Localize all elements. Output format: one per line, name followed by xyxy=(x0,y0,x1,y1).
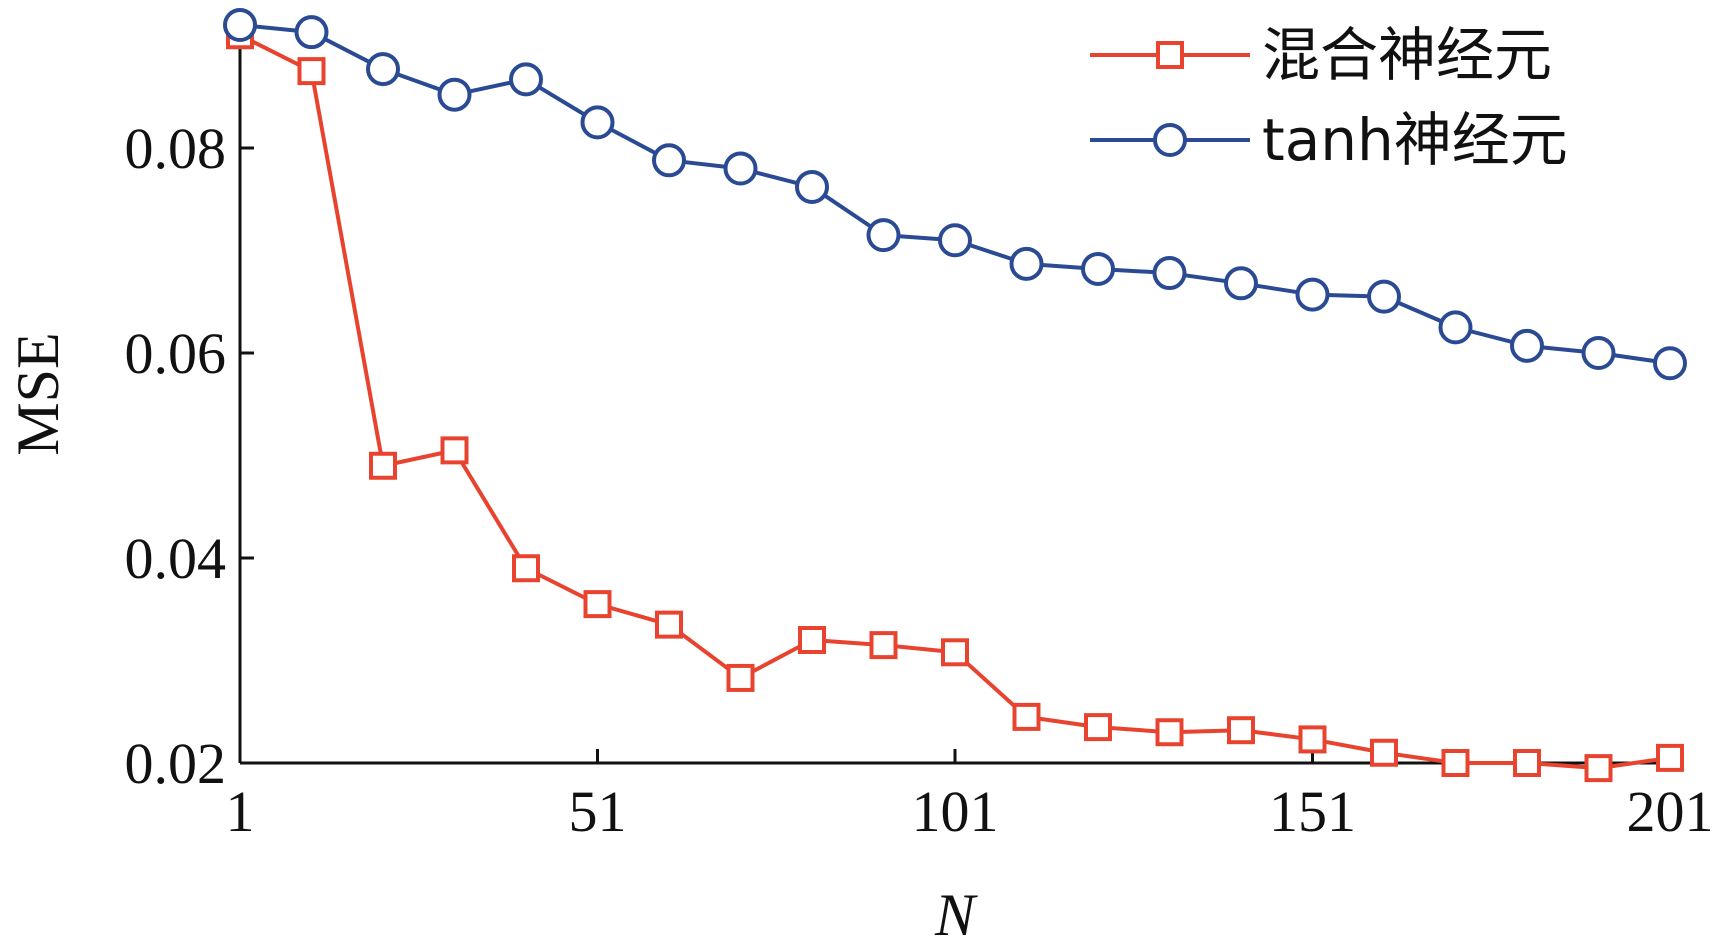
x-tick-label: 101 xyxy=(912,779,999,844)
data-point-square xyxy=(1012,702,1041,731)
data-point-circle xyxy=(509,62,543,97)
data-point-square xyxy=(369,451,397,480)
data-point-circle xyxy=(1510,328,1544,363)
x-tick-label: 151 xyxy=(1269,779,1356,844)
data-point-circle xyxy=(1653,346,1687,381)
data-point-square xyxy=(655,610,683,639)
data-point-square xyxy=(1441,749,1470,777)
legend: 混合神经元 tanh神经元 xyxy=(1090,21,1568,174)
x-tick-label: 51 xyxy=(569,779,627,844)
x-tick-label: 1 xyxy=(226,779,255,844)
legend-item-2: tanh神经元 xyxy=(1090,106,1568,174)
data-point-square xyxy=(1584,754,1613,783)
data-point-square xyxy=(726,663,755,692)
data-point-circle xyxy=(437,77,472,112)
data-point-circle xyxy=(366,52,400,87)
data-point-circle xyxy=(1009,246,1044,281)
data-point-square xyxy=(1298,725,1327,754)
legend-marker-square xyxy=(1156,41,1184,69)
data-point-circle xyxy=(1224,266,1258,301)
data-point-circle xyxy=(1081,251,1115,286)
data-point-square xyxy=(1656,743,1684,772)
data-point-circle xyxy=(795,169,829,204)
data-point-circle xyxy=(580,105,615,140)
data-point-square xyxy=(583,590,612,619)
data-point-square xyxy=(1155,718,1184,747)
series-layer xyxy=(223,8,1687,783)
data-point-circle xyxy=(1581,336,1616,370)
data-point-square xyxy=(440,436,469,465)
data-point-circle xyxy=(938,223,972,258)
data-point-circle xyxy=(723,151,758,186)
data-point-circle xyxy=(1152,256,1187,291)
legend-marker-circle xyxy=(1153,123,1187,157)
data-point-circle xyxy=(866,218,901,253)
x-tick-label: 201 xyxy=(1627,779,1714,844)
y-ticks: 0.02 0.04 0.06 0.08 xyxy=(125,116,254,796)
series-2 xyxy=(223,8,1687,381)
data-point-square xyxy=(512,554,540,583)
data-point-circle xyxy=(294,15,329,50)
y-tick-label: 0.06 xyxy=(125,321,227,386)
x-ticks: 1 51 101 151 201 xyxy=(226,749,1714,844)
data-point-square xyxy=(869,631,898,660)
data-point-square xyxy=(297,57,326,86)
x-axis-title: N xyxy=(934,882,978,948)
legend-label: 混合神经元 xyxy=(1262,21,1552,89)
data-point-square xyxy=(1370,738,1398,767)
data-point-square xyxy=(941,638,969,667)
data-point-circle xyxy=(1295,277,1330,312)
data-point-circle xyxy=(1367,279,1401,314)
data-point-square xyxy=(798,626,826,654)
data-point-square xyxy=(1227,716,1255,745)
series-1 xyxy=(226,21,1684,783)
y-axis-title: MSE xyxy=(5,332,71,455)
data-point-circle xyxy=(223,8,257,42)
data-point-circle xyxy=(652,143,686,178)
data-point-square xyxy=(1513,749,1541,777)
legend-label: tanh神经元 xyxy=(1262,106,1568,174)
legend-item-1: 混合神经元 xyxy=(1090,21,1552,89)
y-tick-label: 0.02 xyxy=(125,731,227,796)
y-tick-label: 0.04 xyxy=(125,526,227,591)
data-point-circle xyxy=(1438,310,1473,345)
y-tick-label: 0.08 xyxy=(125,116,227,181)
data-point-square xyxy=(1084,713,1112,742)
